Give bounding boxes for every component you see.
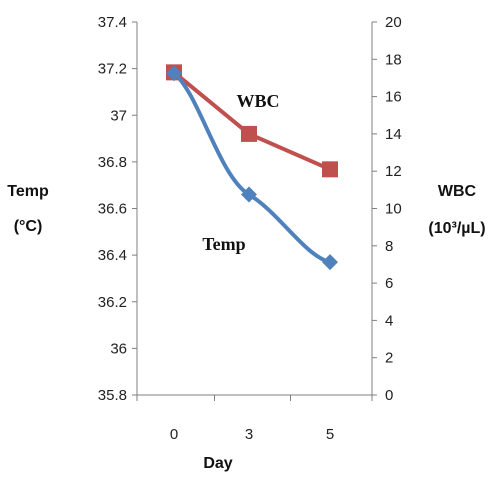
right-axis-tick-label: 0 [385, 387, 393, 404]
right-axis-title-line2: (10³/µL) [428, 220, 485, 237]
data-point-wbc [322, 161, 338, 178]
left-axis-tick-label: 37.2 [98, 61, 127, 78]
right-axis-tick-label: 8 [385, 238, 393, 255]
x-axis-tick-label: 0 [170, 426, 178, 443]
data-point-temp [322, 254, 338, 271]
right-axis-tick-label: 6 [385, 275, 393, 292]
right-axis-tick-label: 18 [385, 51, 402, 68]
left-axis-tick-label: 36.2 [98, 294, 127, 311]
right-axis-title-line1: WBC [438, 183, 477, 200]
left-axis-tick-label: 37.4 [98, 14, 127, 31]
left-axis-tick-label: 36.4 [98, 247, 127, 264]
left-axis-tick-label: 36.8 [98, 154, 127, 171]
left-axis-title-line1: Temp [7, 183, 49, 200]
right-axis-tick-label: 2 [385, 350, 393, 367]
left-axis-tick-label: 35.8 [98, 387, 127, 404]
data-point-wbc [241, 125, 257, 142]
x-axis: 0 3 5 [136, 394, 373, 443]
right-axis-tick-label: 12 [385, 163, 402, 180]
series-line-wbc [172, 70, 332, 172]
right-axis-tick-label: 20 [385, 14, 402, 31]
right-axis-tick-label: 4 [385, 312, 393, 329]
x-axis-tick-label: 5 [326, 426, 334, 443]
right-axis-tick-label: 10 [385, 201, 402, 218]
right-axis-tick-label: 16 [385, 89, 402, 106]
left-y-axis: 37.4 37.2 37 36.8 36.6 36.4 36.2 36 35.8 [98, 14, 138, 404]
x-axis-title: Day [203, 455, 232, 472]
data-point-temp [166, 65, 182, 82]
left-axis-title-line2: (°C) [14, 218, 43, 235]
series-label-wbc: WBC [236, 91, 279, 111]
x-axis-tick-label: 3 [245, 426, 253, 443]
data-point-temp [241, 186, 257, 203]
left-axis-tick-label: 36.6 [98, 201, 127, 218]
left-axis-tick-label: 37 [110, 107, 127, 124]
series-layer [166, 64, 338, 271]
right-axis-tick-label: 14 [385, 126, 402, 143]
left-axis-tick-label: 36 [110, 340, 127, 357]
series-label-temp: Temp [202, 234, 245, 254]
